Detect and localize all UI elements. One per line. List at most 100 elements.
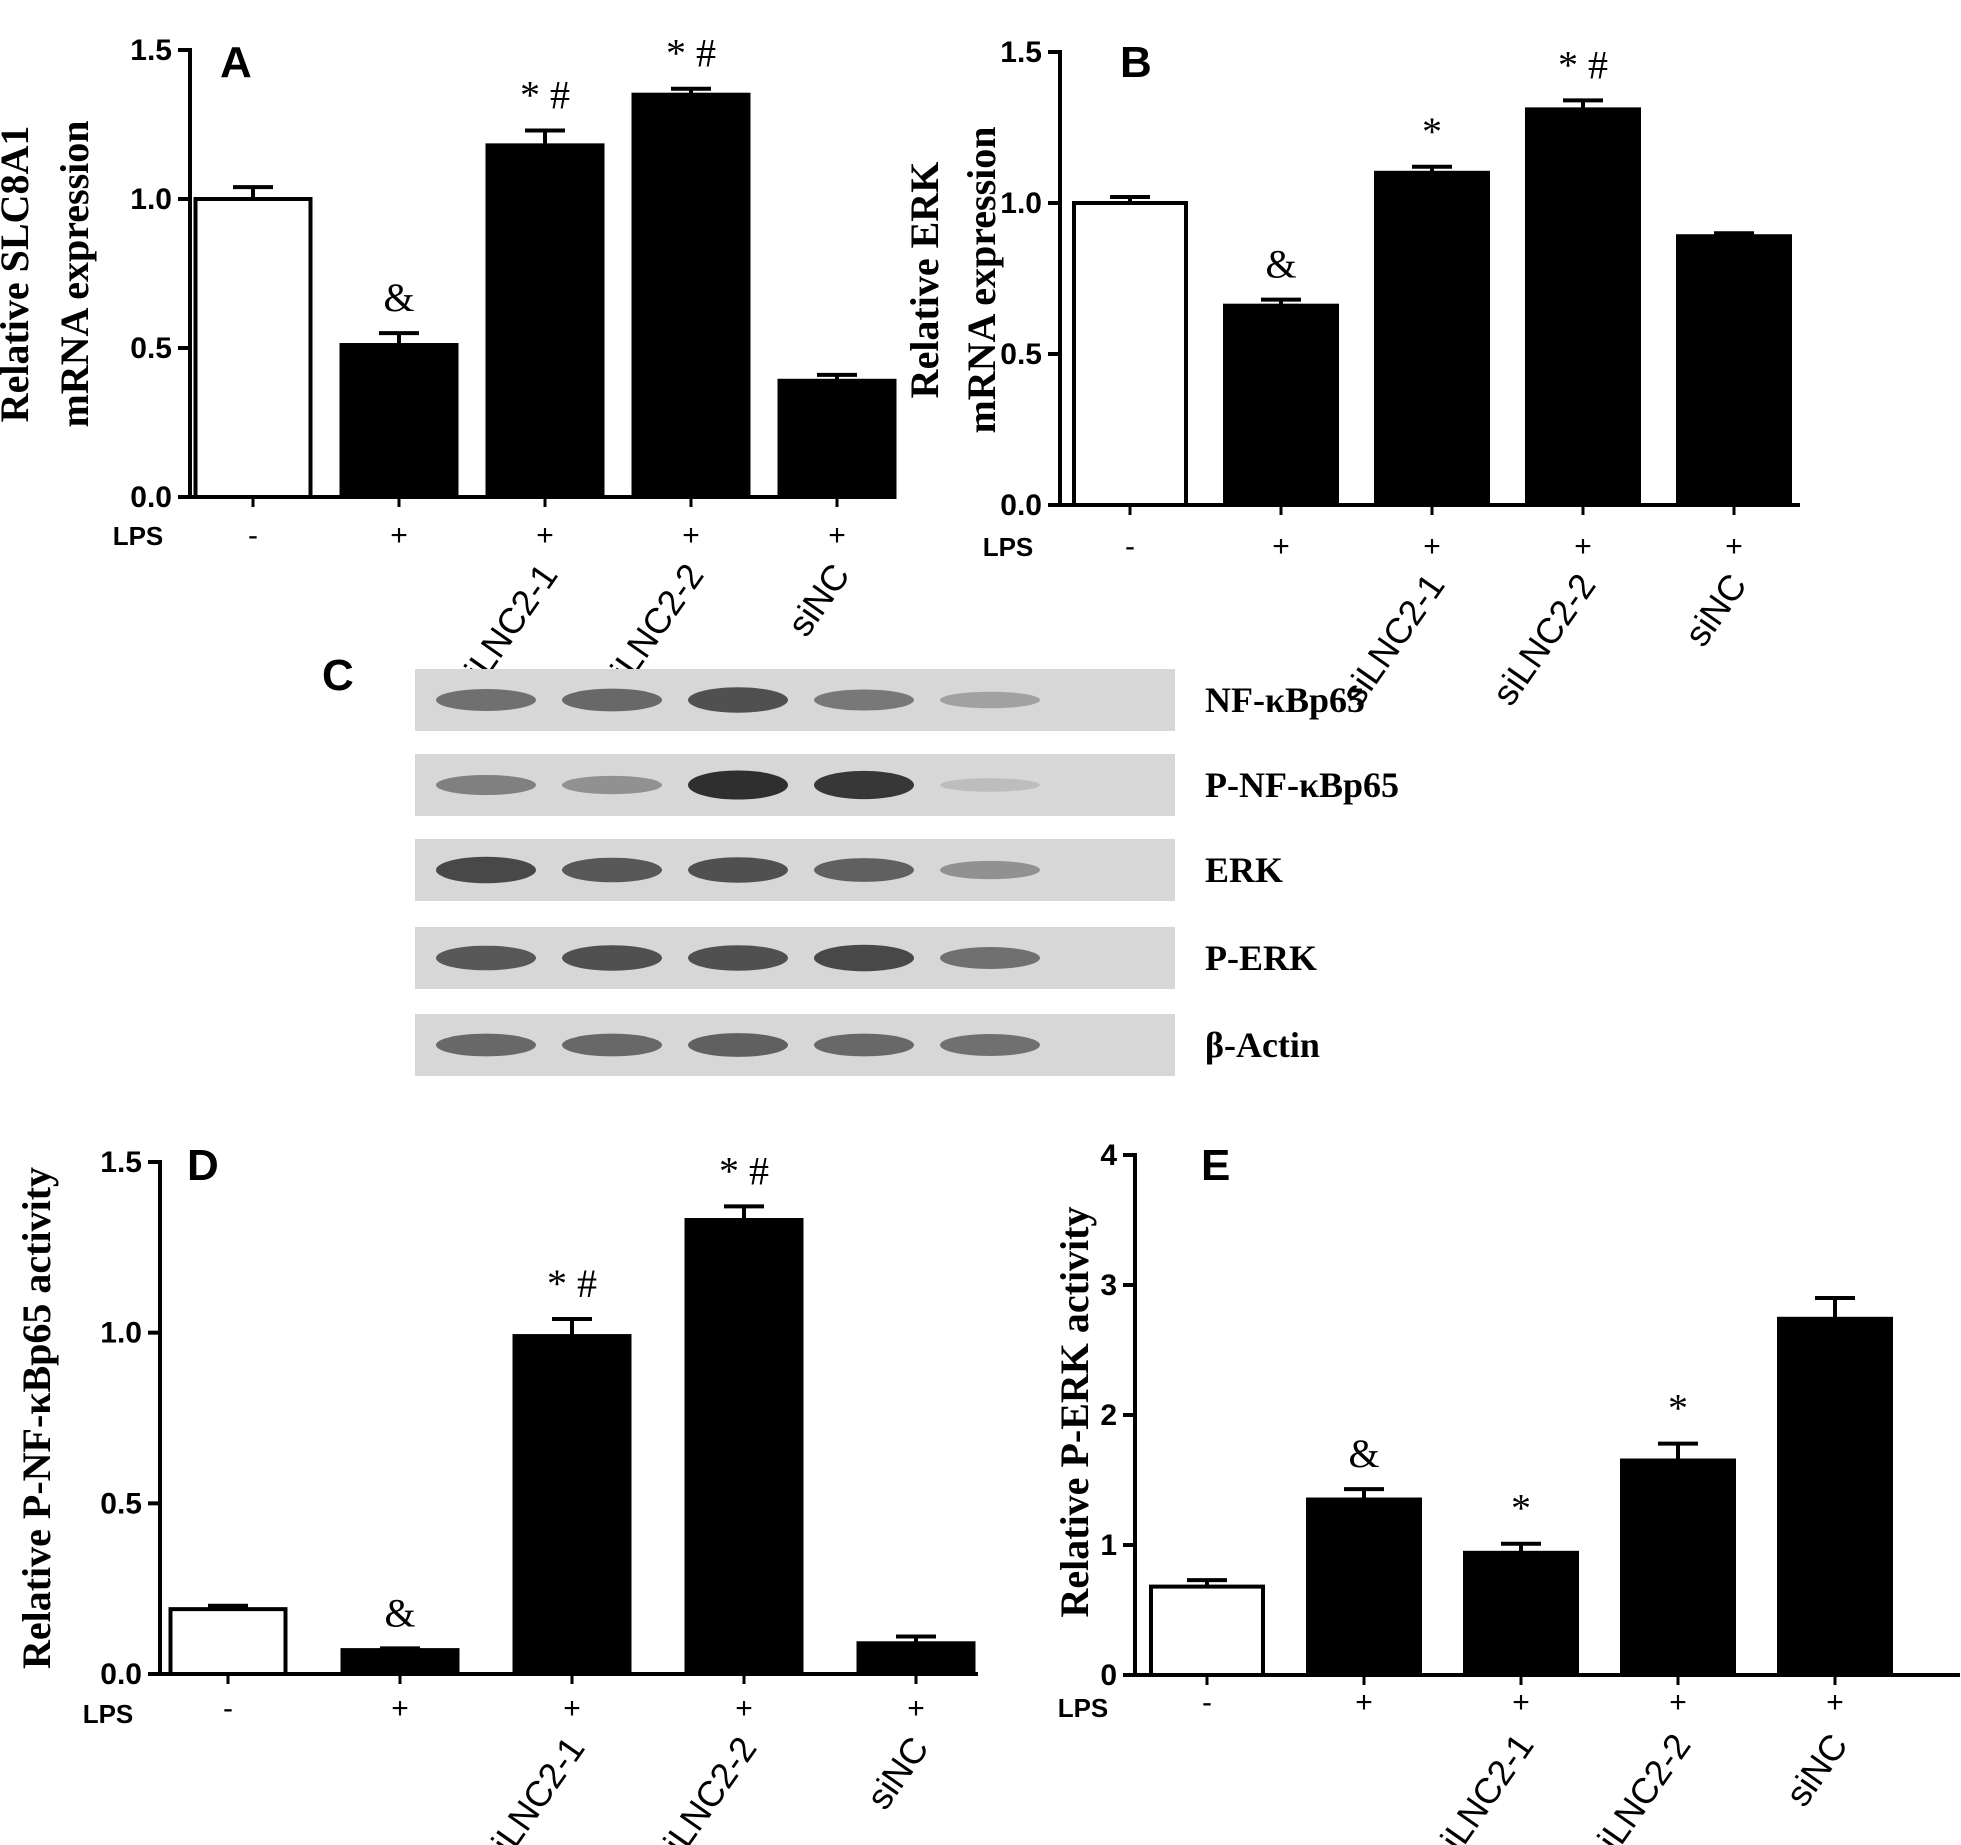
significance-marker: & xyxy=(383,275,414,320)
blot-band xyxy=(814,858,914,882)
significance-marker: * # xyxy=(666,31,716,76)
lps-sign: + xyxy=(1574,530,1592,563)
category-label: siNC xyxy=(779,556,857,643)
blot-band xyxy=(940,691,1040,709)
lps-sign: - xyxy=(1202,1686,1212,1719)
y-tick-label: 0.5 xyxy=(1000,338,1042,371)
bar xyxy=(684,1218,804,1676)
blot-row: NF-κBp65 xyxy=(415,669,1365,731)
lps-sign: + xyxy=(828,519,846,552)
y-tick-label: 3 xyxy=(1100,1269,1117,1302)
y-tick-label: 1.0 xyxy=(100,1317,142,1350)
bar xyxy=(1374,170,1490,508)
bar xyxy=(1306,1497,1422,1677)
lps-sign: + xyxy=(1272,530,1290,563)
significance-marker: * xyxy=(1668,1386,1688,1431)
bar xyxy=(1620,1458,1736,1677)
lps-sign: + xyxy=(682,519,700,552)
bar xyxy=(485,143,605,500)
bar xyxy=(1463,1550,1579,1678)
bar xyxy=(1777,1316,1893,1678)
lps-sign: + xyxy=(1355,1686,1373,1719)
blot-band xyxy=(940,947,1040,969)
bar xyxy=(631,92,751,499)
panel-letter-a: A xyxy=(220,38,252,87)
lps-sign: + xyxy=(1423,530,1441,563)
significance-marker: * xyxy=(1511,1486,1531,1531)
lps-sign: - xyxy=(223,1692,233,1725)
lps-label: LPS xyxy=(983,532,1034,562)
significance-marker: * # xyxy=(1558,42,1608,87)
bar xyxy=(1676,234,1792,507)
y-tick-label: 0.0 xyxy=(1000,489,1042,522)
y-tick-label: 4 xyxy=(1100,1139,1117,1172)
lps-sign: + xyxy=(1669,1686,1687,1719)
lps-sign: + xyxy=(907,1692,925,1725)
blot-band xyxy=(940,778,1040,792)
lps-sign: + xyxy=(391,1692,409,1725)
lps-sign: + xyxy=(563,1692,581,1725)
y-tick-label: 0.0 xyxy=(130,481,172,514)
blot-band xyxy=(814,1033,914,1057)
category-label: siLNC2-2 xyxy=(1484,566,1604,712)
lps-label: LPS xyxy=(113,521,164,551)
blot-strip xyxy=(415,839,1175,901)
blot-band xyxy=(436,945,536,971)
panel-letter-b: B xyxy=(1120,38,1152,87)
blot-band xyxy=(814,689,914,711)
blot-band xyxy=(940,1034,1040,1056)
category-label: siNC xyxy=(1676,566,1754,653)
blot-row: β-Actin xyxy=(415,1014,1320,1076)
blot-row: ERK xyxy=(415,839,1283,901)
lps-sign: + xyxy=(1512,1686,1530,1719)
category-label: siLNC2-2 xyxy=(645,1729,765,1845)
blot-band xyxy=(436,856,536,884)
blot-band xyxy=(688,945,788,971)
blot-row-label: P-ERK xyxy=(1205,938,1317,978)
y-tick-label: 0.5 xyxy=(130,332,172,365)
chart-d: 0.0 0.5 1.0 1.5 D Relative P-NF-κBp65 activit… xyxy=(14,1141,978,1845)
category-label: siLNC2-1 xyxy=(473,1729,593,1845)
y-axis-label: mRNA expression xyxy=(959,126,1004,433)
panel-letter-c: C xyxy=(322,651,354,700)
category-label: siLNC2-2 xyxy=(1579,1726,1699,1845)
western-blot-panel: C NF-κBp65 P-NF-κBp65 ERK P-ERK β-Actin xyxy=(322,651,1399,1076)
chart-a: 0.0 0.5 1.0 1.5 A Relative SLC8A1 mRNA express… xyxy=(0,31,897,702)
bar xyxy=(856,1641,976,1677)
bar xyxy=(512,1334,632,1676)
bar xyxy=(1525,107,1641,507)
significance-marker: * # xyxy=(547,1261,597,1306)
blot-strip xyxy=(415,669,1175,731)
y-tick-label: 1 xyxy=(1100,1529,1117,1562)
bar xyxy=(1223,303,1339,507)
significance-marker: & xyxy=(1348,1431,1379,1476)
lps-sign: - xyxy=(248,519,258,552)
bar-charts-layer: 0.0 0.5 1.0 1.5 A Relative SLC8A1 mRNA express… xyxy=(0,31,1960,1845)
lps-sign: + xyxy=(536,519,554,552)
blot-row: P-ERK xyxy=(415,927,1317,989)
y-tick-label: 2 xyxy=(1100,1399,1117,1432)
bar xyxy=(1149,1584,1265,1677)
category-label: siNC xyxy=(858,1729,936,1816)
y-tick-label: 0.0 xyxy=(100,1658,142,1691)
bar xyxy=(193,197,313,499)
y-axis-label: Relative P-ERK activity xyxy=(1052,1207,1097,1618)
blot-strip xyxy=(415,927,1175,989)
panel-letter-e: E xyxy=(1201,1141,1230,1190)
lps-label: LPS xyxy=(83,1699,134,1729)
y-tick-label: 1.5 xyxy=(100,1146,142,1179)
y-tick-label: 0.5 xyxy=(100,1487,142,1520)
panel-letter-d: D xyxy=(187,1141,219,1190)
blot-row: P-NF-κBp65 xyxy=(415,754,1399,816)
y-axis-label: mRNA expression xyxy=(52,120,97,427)
lps-label: LPS xyxy=(1058,1693,1109,1723)
significance-marker: & xyxy=(1265,242,1296,287)
blot-strip xyxy=(415,1014,1175,1076)
y-tick-label: 1.0 xyxy=(130,183,172,216)
significance-marker: * # xyxy=(520,72,570,117)
blot-band xyxy=(688,770,788,800)
blot-band xyxy=(688,1033,788,1057)
significance-marker: & xyxy=(384,1590,415,1635)
blot-band xyxy=(688,687,788,713)
